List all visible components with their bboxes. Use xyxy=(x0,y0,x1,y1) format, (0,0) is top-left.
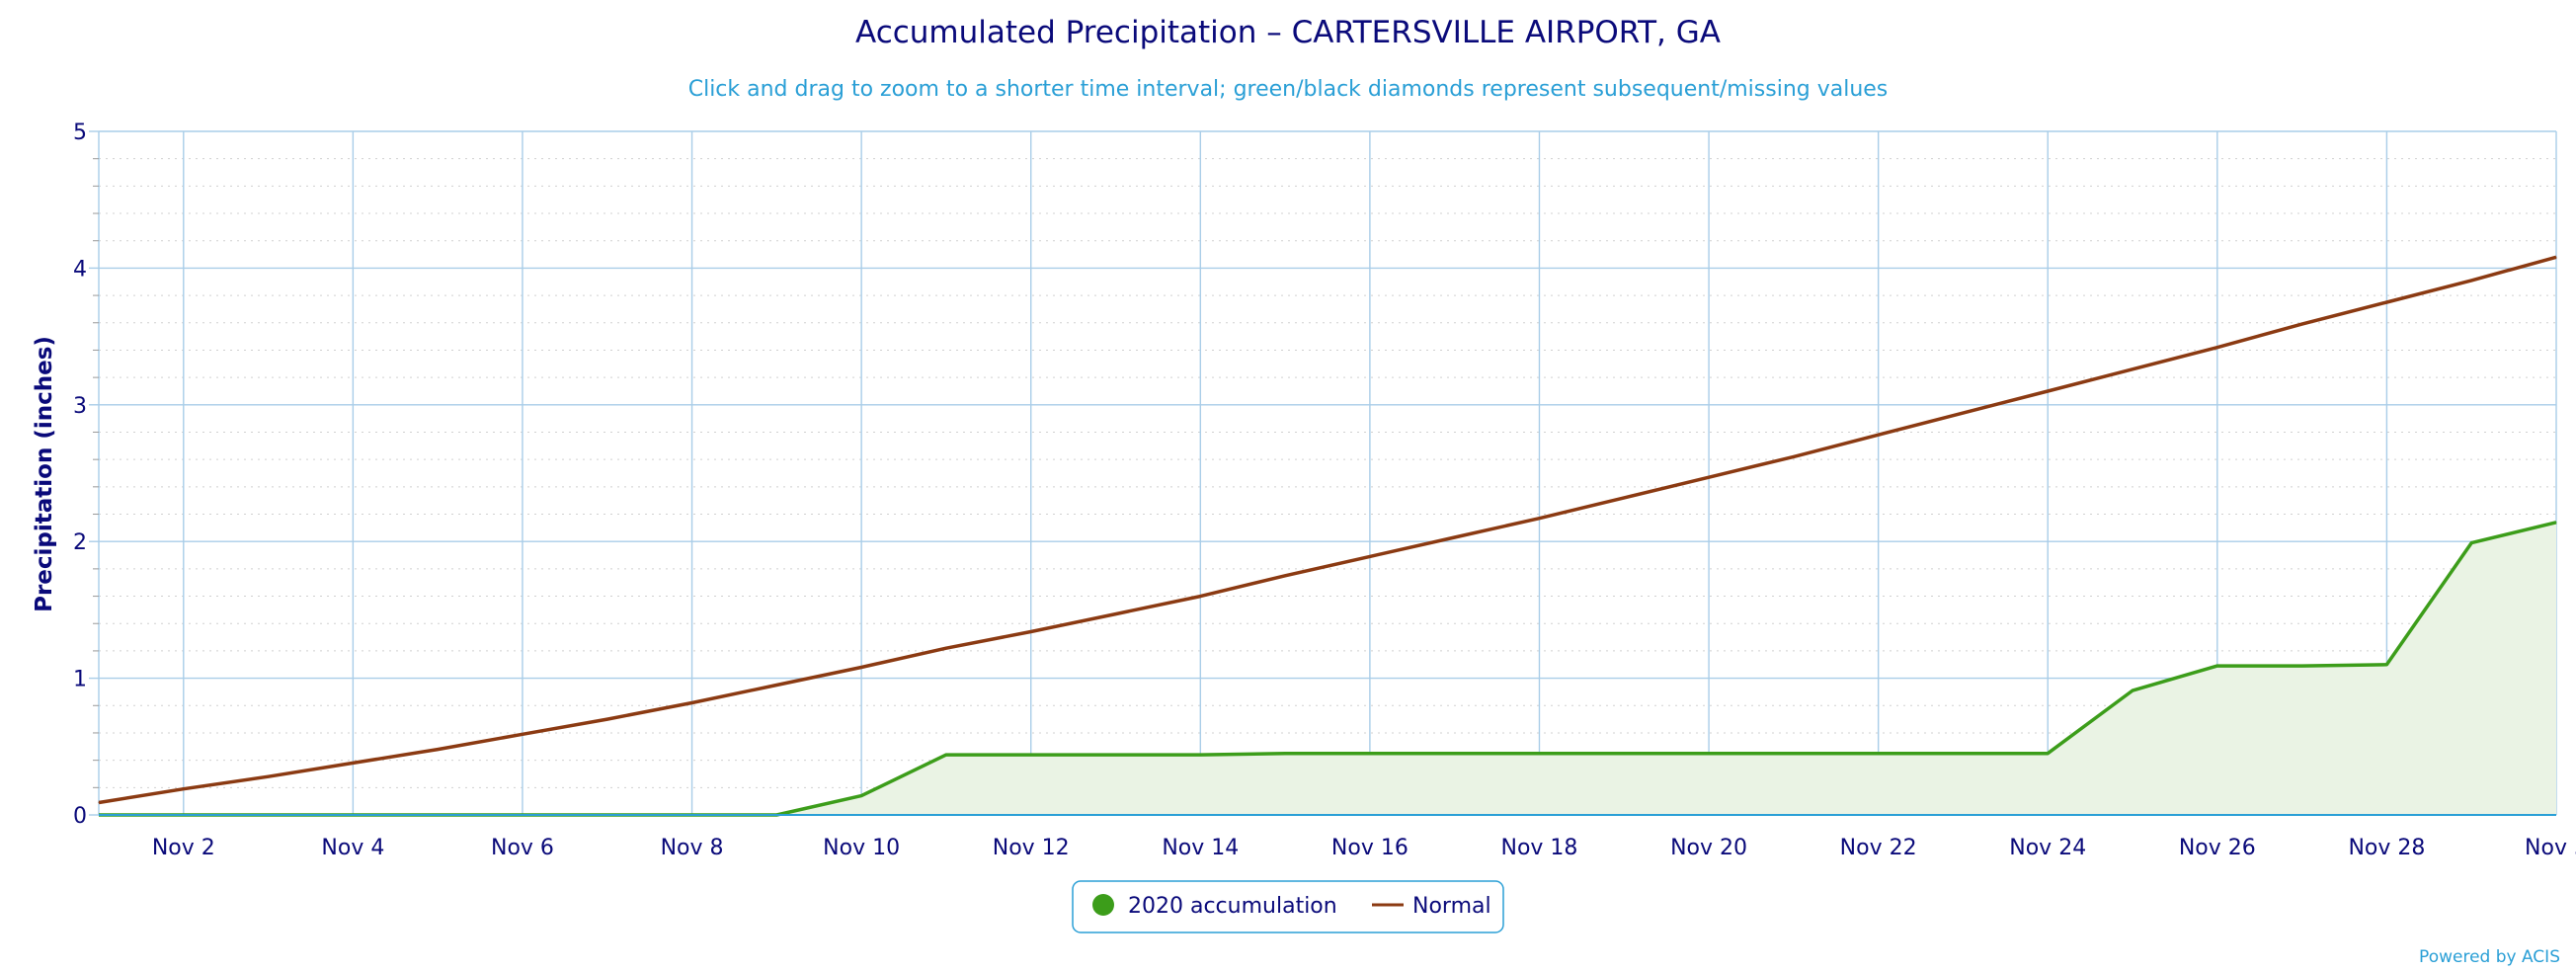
data-point-2020-accumulation xyxy=(860,795,862,797)
data-point-normal xyxy=(606,718,608,720)
data-point-2020-accumulation xyxy=(1369,753,1371,755)
x-tick-label: Nov 16 xyxy=(1331,836,1409,860)
data-point-normal xyxy=(2047,390,2049,392)
x-tick-label: Nov 6 xyxy=(491,836,554,860)
y-tick-label: 1 xyxy=(73,668,87,692)
data-point-normal xyxy=(1962,412,1964,414)
data-point-2020-accumulation xyxy=(1539,753,1540,755)
data-point-normal xyxy=(268,775,270,777)
y-tick-label: 4 xyxy=(73,257,87,282)
chart-subtitle: Click and drag to zoom to a shorter time… xyxy=(688,77,1889,102)
data-point-2020-accumulation xyxy=(1199,754,1201,756)
chart-title: Accumulated Precipitation – CARTERSVILLE… xyxy=(855,15,1721,50)
data-point-normal xyxy=(183,788,185,790)
data-point-normal xyxy=(945,647,947,649)
data-point-2020-accumulation xyxy=(2385,664,2387,666)
x-tick-label: Nov 14 xyxy=(1162,836,1239,860)
x-tick-label: Nov 8 xyxy=(661,836,724,860)
data-point-2020-accumulation xyxy=(2301,665,2303,667)
data-point-normal xyxy=(1115,613,1116,615)
legend-box xyxy=(1072,880,1504,933)
data-point-normal xyxy=(2301,323,2303,325)
legend-item-normal[interactable]: Normal xyxy=(1372,894,1491,919)
data-point-normal xyxy=(98,802,100,803)
data-point-2020-accumulation xyxy=(1793,753,1795,755)
y-tick-label: 0 xyxy=(73,804,87,829)
data-point-normal xyxy=(1199,596,1201,598)
data-point-2020-accumulation xyxy=(2470,542,2472,544)
legend-label-2020-accumulation: 2020 accumulation xyxy=(1128,894,1337,919)
data-point-normal xyxy=(1539,518,1540,520)
x-tick-label: Nov 12 xyxy=(993,836,1070,860)
data-point-normal xyxy=(1708,476,1710,478)
data-point-2020-accumulation xyxy=(1962,753,1964,755)
data-point-normal xyxy=(1793,455,1795,457)
data-point-normal xyxy=(1878,434,1880,436)
data-point-normal xyxy=(775,685,777,686)
data-point-normal xyxy=(1623,497,1625,499)
series-area-2020-accumulation xyxy=(99,522,2556,815)
powered-by-credit[interactable]: Powered by ACIS xyxy=(2419,947,2560,967)
data-point-normal xyxy=(2385,301,2387,303)
y-axis-title: Precipitation (inches) xyxy=(32,336,57,612)
y-tick-label: 3 xyxy=(73,394,87,419)
minor-gridlines xyxy=(99,158,2556,788)
x-tick-label: Nov 2 xyxy=(152,836,215,860)
data-point-2020-accumulation xyxy=(1115,754,1116,756)
y-axis: 0 1 2 3 4 5 xyxy=(73,121,99,829)
legend-item-2020-accumulation[interactable]: 2020 accumulation xyxy=(1092,894,1337,919)
data-point-normal xyxy=(2555,256,2557,258)
data-point-normal xyxy=(1030,631,1032,632)
x-tick-label: Nov 26 xyxy=(2179,836,2256,860)
x-axis: Nov 2 Nov 4 Nov 6 Nov 8 Nov 10 Nov 12 Nov 14 No… xyxy=(99,814,2576,860)
y-tick-label: 5 xyxy=(73,121,87,145)
y-tick-label: 2 xyxy=(73,530,87,555)
data-point-2020-accumulation xyxy=(2216,665,2218,667)
data-point-normal xyxy=(437,749,439,751)
x-tick-label: Nov 20 xyxy=(1670,836,1747,860)
data-point-normal xyxy=(2470,280,2472,282)
data-point-2020-accumulation xyxy=(2555,522,2557,524)
data-point-2020-accumulation xyxy=(2047,753,2049,755)
data-point-2020-accumulation xyxy=(1708,753,1710,755)
data-point-normal xyxy=(1369,555,1371,557)
data-point-normal xyxy=(1454,536,1456,538)
legend-marker-2020-accumulation xyxy=(1092,894,1114,916)
x-tick-label: Nov 10 xyxy=(823,836,900,860)
data-point-normal xyxy=(1284,575,1286,577)
data-point-normal xyxy=(860,667,862,668)
plot-area[interactable] xyxy=(98,255,2557,817)
x-tick-label: Nov 28 xyxy=(2348,836,2425,860)
data-point-2020-accumulation xyxy=(1454,753,1456,755)
x-tick-label: Nov 18 xyxy=(1501,836,1578,860)
data-point-2020-accumulation xyxy=(1284,753,1286,755)
legend[interactable]: 2020 accumulation Normal xyxy=(1072,880,1504,933)
x-tick-label: Nov 24 xyxy=(2009,836,2086,860)
data-point-2020-accumulation xyxy=(1878,753,1880,755)
data-point-normal xyxy=(352,762,354,764)
data-point-normal xyxy=(2216,347,2218,349)
data-point-normal xyxy=(691,702,693,703)
series-line-normal xyxy=(98,255,2557,805)
x-tick-label: Nov 22 xyxy=(1840,836,1917,860)
data-point-2020-accumulation xyxy=(1623,753,1625,755)
data-point-2020-accumulation xyxy=(1030,754,1032,756)
data-point-2020-accumulation xyxy=(945,754,947,756)
legend-label-normal: Normal xyxy=(1412,894,1491,919)
x-tick-label: Nov 3 xyxy=(2525,836,2576,860)
x-tick-label: Nov 4 xyxy=(321,836,384,860)
